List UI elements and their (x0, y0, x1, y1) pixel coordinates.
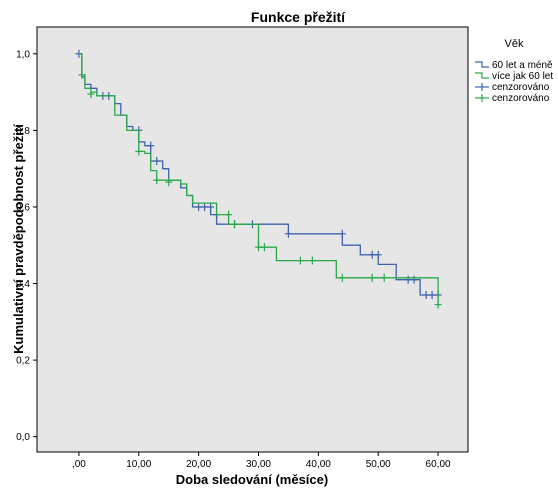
series-line-older (78, 53, 439, 305)
legend-step-icon (475, 72, 489, 79)
y-tick-label: 0,8 (16, 126, 30, 137)
legend-label: 60 let a méně (492, 60, 553, 71)
censor-mark (368, 273, 376, 282)
legend-label: více jak 60 let (492, 71, 553, 82)
censor-mark (225, 210, 233, 219)
legend-label: cenzorováno (492, 82, 550, 93)
censor-mark (404, 275, 412, 284)
legend-step-icon (475, 61, 489, 68)
x-tick-label: 30,00 (246, 459, 271, 470)
censor-mark (308, 256, 316, 265)
y-tick-label: 0,0 (16, 432, 30, 443)
series-layer (75, 49, 442, 309)
censor-mark (135, 147, 143, 156)
censor-mark (153, 157, 161, 166)
censor-mark (338, 273, 346, 282)
x-tick-label: 60,00 (426, 459, 451, 470)
y-axis-ticks: 0,0 0,2 0,4 0,6 0,8 1,0 (16, 49, 37, 443)
x-tick-label: 40,00 (306, 459, 331, 470)
legend-title: Věk (505, 38, 524, 50)
censor-mark (428, 291, 436, 300)
censor-mark (78, 70, 86, 79)
censor-mark (87, 90, 95, 99)
legend-entry: 60 let a méně (475, 60, 553, 71)
legend-label: cenzorováno (492, 93, 550, 104)
x-tick-label: 10,00 (126, 459, 151, 470)
censor-mark (201, 202, 209, 211)
censor-mark (147, 141, 155, 150)
censor-mark (380, 273, 388, 282)
censor-mark (296, 256, 304, 265)
chart-title: Funkce přežití (251, 9, 346, 25)
censor-mark (165, 178, 173, 187)
censor-mark (368, 250, 376, 259)
y-tick-label: 1,0 (16, 49, 30, 60)
legend-entry: více jak 60 let (475, 71, 553, 82)
censor-mark (338, 229, 346, 238)
x-tick-label: ,00 (72, 459, 86, 470)
legend-entry: cenzorováno (475, 93, 550, 104)
x-tick-label: 20,00 (186, 459, 211, 470)
censor-mark (434, 300, 442, 309)
x-axis-title: Doba sledování (měsíce) (176, 472, 328, 487)
censor-mark (284, 229, 292, 238)
censor-mark (195, 202, 203, 211)
y-tick-label: 0,4 (16, 279, 30, 290)
x-axis-ticks: ,00 10,00 20,00 30,00 40,00 50,00 60,00 (72, 452, 451, 470)
censor-mark (153, 176, 161, 185)
y-tick-label: 0,6 (16, 202, 30, 213)
legend-entry: cenzorováno (475, 82, 550, 93)
censor-mark (410, 275, 418, 284)
y-tick-label: 0,2 (16, 356, 30, 367)
censor-mark (207, 202, 215, 211)
censor-mark (422, 291, 430, 300)
x-tick-label: 50,00 (366, 459, 391, 470)
y-axis-title: Kumulativní pravděpodobnost přežití (11, 124, 26, 354)
censor-mark (254, 243, 262, 252)
plot-area (36, 26, 469, 453)
censor-mark (260, 243, 268, 252)
censor-mark (231, 220, 239, 229)
censor-mark (374, 250, 382, 259)
